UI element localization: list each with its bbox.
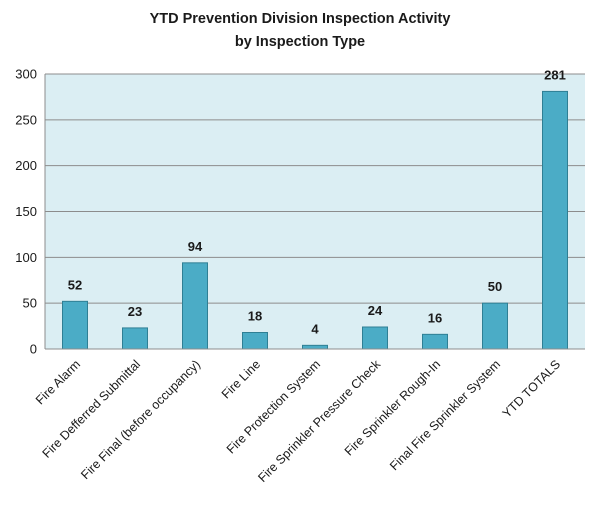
y-tick-label: 150 [15,204,37,219]
x-tick-label: Fire Sprinkler Pressure Check [255,357,383,485]
bar [62,300,88,350]
bar [482,302,508,350]
x-tick-label: Fire Line [219,357,263,401]
bar [182,262,208,350]
y-axis-ticks: 0 50 100 150 200 250 300 [15,67,37,357]
data-labels: 52 23 94 18 4 24 16 50 281 [68,67,566,336]
data-label: 24 [368,303,383,318]
data-label: 4 [311,321,319,336]
bar [422,333,448,350]
chart-title-line-2: by Inspection Type [235,34,365,50]
bar [542,90,568,350]
bar [242,332,268,350]
y-tick-label: 300 [15,67,37,82]
data-label: 50 [488,279,502,294]
data-label: 23 [128,304,142,319]
bar [302,344,328,350]
y-tick-label: 100 [15,250,37,265]
data-label: 18 [248,309,262,324]
x-tick-label: YTD TOTALS [500,357,563,420]
x-tick-label: Fire Defferred Submittal [40,357,144,461]
chart-title-line-1: YTD Prevention Division Inspection Activ… [150,11,451,27]
data-label: 16 [428,310,442,325]
bars [62,90,568,350]
y-tick-label: 50 [23,296,37,311]
bar [122,327,148,350]
x-tick-label: Fire Alarm [33,357,83,407]
y-tick-label: 0 [30,342,37,357]
bar [362,326,388,350]
y-tick-label: 200 [15,158,37,173]
x-tick-label: Final Fire Sprinkler System [387,357,503,473]
data-label: 281 [544,67,566,82]
y-tick-label: 250 [15,112,37,127]
x-tick-label: Fire Final (before occupancy) [78,357,203,482]
data-label: 52 [68,277,82,292]
data-label: 94 [188,239,203,254]
